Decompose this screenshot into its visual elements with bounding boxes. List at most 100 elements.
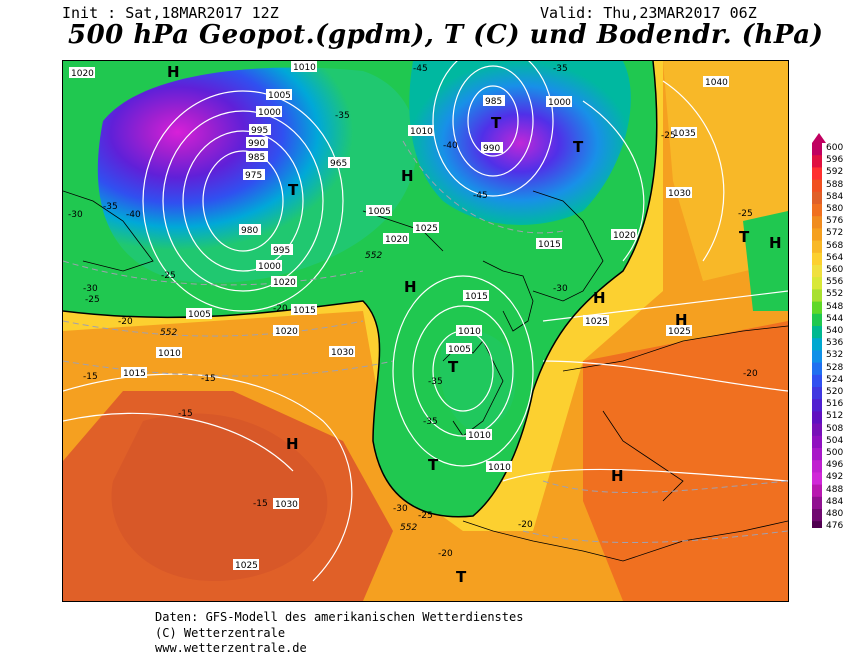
svg-text:1030: 1030 <box>275 500 298 510</box>
legend-swatch <box>812 472 822 486</box>
svg-text:1000: 1000 <box>258 262 281 272</box>
h-label: 552 <box>365 251 382 261</box>
height-labels: 552 552 552 <box>160 251 417 533</box>
svg-text:1005: 1005 <box>188 310 211 320</box>
svg-text:1010: 1010 <box>158 349 181 359</box>
legend-label: 572 <box>826 228 844 239</box>
p-label: 1020 <box>273 325 299 337</box>
center-low: T <box>456 568 467 586</box>
legend-label: 576 <box>826 216 844 227</box>
legend-label: 544 <box>826 313 844 324</box>
svg-text:1020: 1020 <box>71 69 94 79</box>
center-high: H <box>167 63 180 81</box>
svg-text:1035: 1035 <box>673 129 696 139</box>
svg-text:1000: 1000 <box>548 98 571 108</box>
legend-label: 540 <box>826 326 844 336</box>
legend-label: 528 <box>826 362 844 373</box>
legend-label: 592 <box>826 167 844 178</box>
t-label: -45 <box>413 64 428 74</box>
legend-swatch <box>812 435 822 449</box>
svg-text:1015: 1015 <box>538 240 561 250</box>
p-label: 1025 <box>233 559 259 571</box>
p-label: 1005 <box>366 205 392 217</box>
p-label: 1020 <box>271 276 297 288</box>
p-label: 1005 <box>266 89 292 101</box>
p-label: 1010 <box>156 347 182 359</box>
p-label: 1010 <box>466 429 492 441</box>
svg-text:975: 975 <box>245 171 262 181</box>
legend-swatch <box>812 350 822 364</box>
svg-text:990: 990 <box>248 139 265 149</box>
center-low: T <box>491 114 502 132</box>
legend-swatch <box>812 216 822 229</box>
legend-label: 584 <box>826 191 844 202</box>
p-label: 1020 <box>611 229 637 241</box>
t-label: -25 <box>418 511 433 521</box>
t-label: -25 <box>661 131 676 141</box>
legend-swatch <box>812 387 822 400</box>
p-label: 985 <box>483 95 505 107</box>
t-label: -40 <box>443 141 458 151</box>
contour-552 <box>63 61 658 518</box>
legend-swatch <box>812 155 822 168</box>
svg-text:1010: 1010 <box>410 127 433 137</box>
t-label: -20 <box>743 369 758 379</box>
p-label: 1015 <box>536 238 562 250</box>
p-label: 1000 <box>256 260 282 272</box>
legend-swatch <box>812 399 822 412</box>
svg-text:1015: 1015 <box>465 292 488 302</box>
svg-text:995: 995 <box>273 246 290 256</box>
legend-swatch <box>812 179 822 193</box>
p-label: 1015 <box>291 304 317 316</box>
p-label: 1000 <box>546 96 572 108</box>
center-low: T <box>448 358 459 376</box>
warm-core-southwest <box>111 413 328 581</box>
legend-label: 496 <box>826 460 844 471</box>
p-label: 1005 <box>186 308 212 320</box>
legend-label: 564 <box>826 252 844 263</box>
p-label: 1030 <box>273 498 299 510</box>
p-label: 1000 <box>256 106 282 118</box>
center-high: H <box>401 167 414 185</box>
p-label: 1040 <box>703 76 729 88</box>
svg-text:1015: 1015 <box>123 369 146 379</box>
svg-text:1005: 1005 <box>448 345 471 355</box>
svg-text:1010: 1010 <box>293 63 316 73</box>
legend-label: 568 <box>826 240 844 251</box>
t-label: -20 <box>438 549 453 559</box>
h-label: 552 <box>400 523 417 533</box>
svg-text:1010: 1010 <box>488 463 511 473</box>
p-label: 1030 <box>329 346 355 358</box>
svg-text:990: 990 <box>483 144 500 154</box>
p-label: 965 <box>328 157 350 169</box>
p-label: 1010 <box>456 325 482 337</box>
t-label: -40 <box>126 210 141 220</box>
t-label: -35 <box>423 417 438 427</box>
svg-text:1025: 1025 <box>668 327 691 337</box>
svg-text:985: 985 <box>485 97 502 107</box>
center-high: H <box>675 311 688 329</box>
svg-text:1025: 1025 <box>235 561 258 571</box>
t-label: -30 <box>83 284 98 294</box>
center-high: H <box>769 234 782 252</box>
svg-text:1010: 1010 <box>468 431 491 441</box>
legend-label: 516 <box>826 399 844 410</box>
legend-label: 536 <box>826 338 844 349</box>
legend-label: 504 <box>826 435 844 446</box>
legend-label: 588 <box>826 179 844 190</box>
p-label: 1020 <box>69 67 95 79</box>
svg-text:1020: 1020 <box>385 235 408 245</box>
website-line: www.wetterzentrale.de <box>155 641 307 655</box>
legend-swatch <box>812 496 822 510</box>
t-label: -25 <box>738 209 753 219</box>
svg-text:995: 995 <box>251 126 268 136</box>
legend-swatch <box>812 374 822 388</box>
center-high: H <box>593 289 606 307</box>
svg-text:1010: 1010 <box>458 327 481 337</box>
t-label: -15 <box>178 409 193 419</box>
color-legend: 600 596 592 588 584 580 576 572 568 564 560 556 552 5… <box>812 133 850 531</box>
svg-text:1020: 1020 <box>273 278 296 288</box>
p-label: 1020 <box>383 233 409 245</box>
map-canvas: 1020 1010 1005 1000 995 990 985 980 975 … <box>63 61 788 601</box>
legend-label: 600 <box>826 143 844 153</box>
